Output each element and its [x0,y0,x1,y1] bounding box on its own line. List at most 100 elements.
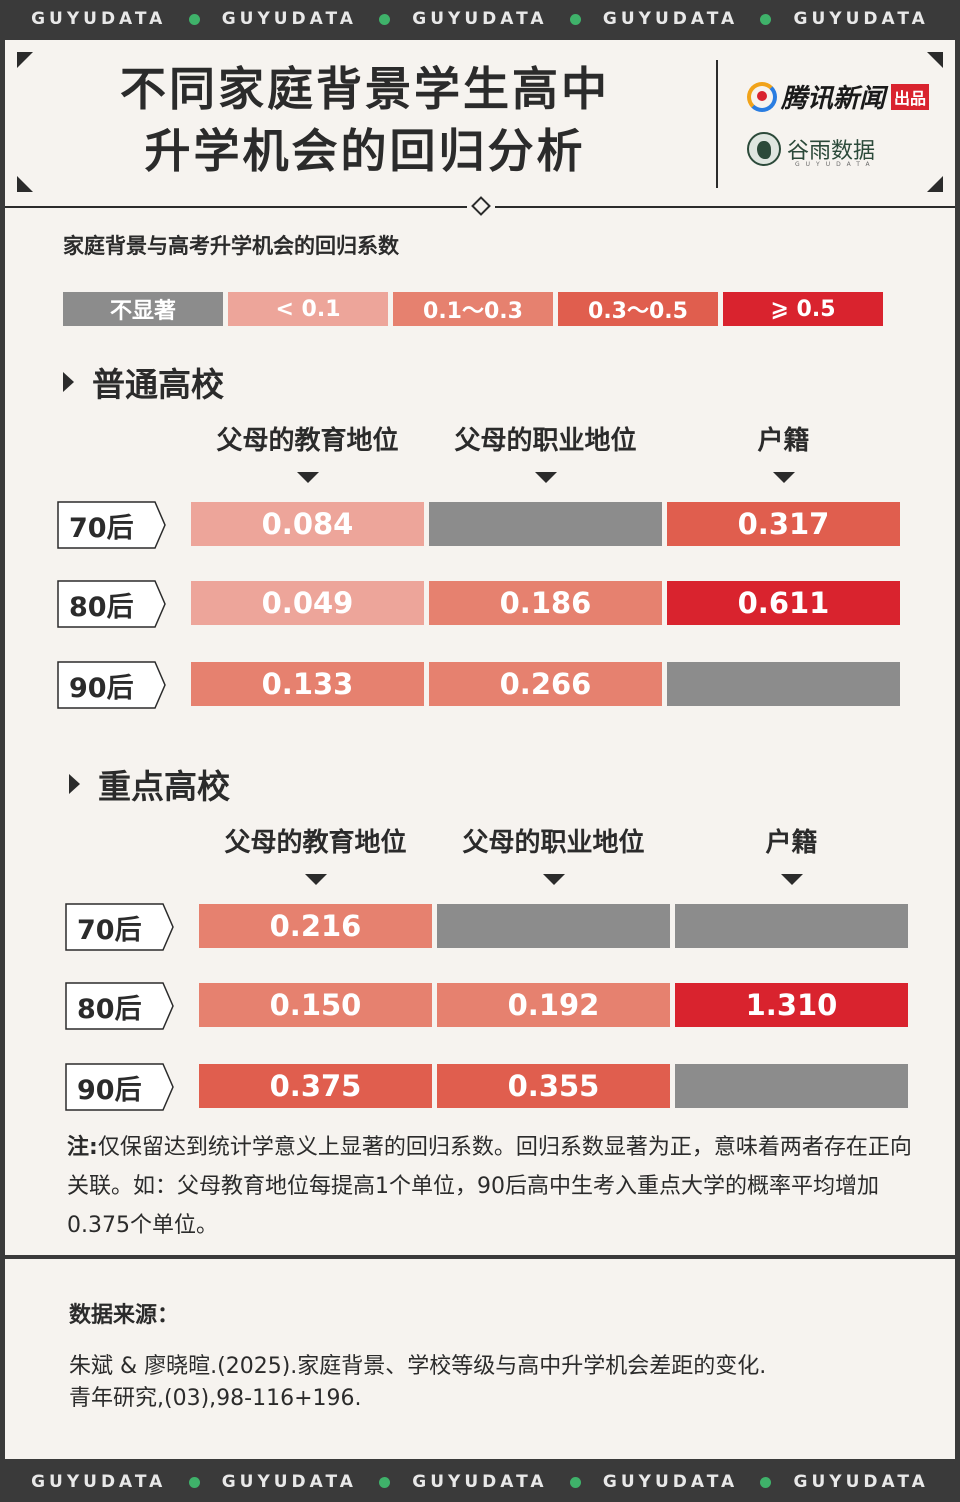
page-title: 不同家庭背景学生高中 升学机会的回归分析 [65,58,665,182]
top-banner: GUYUDATA GUYUDATA GUYUDATA GUYUDATA GUYU… [0,0,960,38]
banner-word: GUYUDATA [602,9,739,29]
title-divider [716,60,718,188]
column-header: 户籍 [757,426,810,456]
header-rule-right [495,206,955,208]
header-rule-left [5,206,467,208]
column-header: 父母的教育地位 [216,426,399,456]
down-arrow-icon [304,874,327,885]
down-arrow-icon [296,472,319,483]
corner-mark [927,176,943,192]
title-line-1: 不同家庭背景学生高中 [120,62,610,116]
row-label: 90后 [57,661,167,709]
coefficient-cell: 0.216 [199,904,432,948]
row-label-text: 70后 [69,513,134,544]
source-title: 数据来源： [69,1303,180,1328]
section-title: 重点高校 [69,760,230,808]
not-significant-cell [429,502,662,546]
column-header: 父母的职业地位 [454,426,637,456]
corner-mark [17,52,33,68]
coefficient-cell: 1.310 [675,983,908,1027]
coefficient-cell: 0.266 [429,662,662,706]
source-line-2: 青年研究,(03),98-116+196. [69,1386,362,1411]
section-title: 普通高校 [63,358,224,406]
guyu-data-text: 谷雨数据 [787,139,876,164]
coefficient-cell: 0.317 [667,502,900,546]
row-label: 80后 [65,982,175,1030]
corner-mark [17,176,33,192]
legend-item: 0.3～0.5 [558,292,718,326]
coefficient-cell: 0.375 [199,1064,432,1108]
banner-dot [379,1476,391,1488]
banner-word: GUYUDATA [412,1472,548,1492]
row-label-text: 80后 [69,592,134,623]
tencent-news-icon [747,81,777,112]
banner-dot [188,1476,200,1488]
row-label-text: 80后 [77,994,142,1025]
coefficient-cell: 0.049 [191,581,424,625]
banner-dot [379,13,391,25]
legend-item: 0.1～0.3 [393,292,553,326]
guyu-data-logo: 谷雨数据 GUYUDATA [747,132,876,168]
section-title-text: 普通高校 [92,365,224,404]
down-arrow-icon [780,874,803,885]
column-header: 父母的职业地位 [462,828,645,858]
down-arrow-icon [534,472,557,483]
banner-word: GUYUDATA [221,1472,357,1492]
caret-right-icon [69,774,80,794]
main-card: 不同家庭背景学生高中 升学机会的回归分析 腾讯新闻 出品 谷雨数据 GUYUDA… [5,40,955,1255]
down-arrow-icon [542,874,565,885]
not-significant-cell [437,904,670,948]
row-label-text: 90后 [69,673,134,704]
row-label: 80后 [57,580,167,628]
coefficient-cell: 0.186 [429,581,662,625]
guyu-bird-icon [747,132,781,166]
banner-word: GUYUDATA [602,1472,739,1492]
title-line-2: 升学机会的回归分析 [144,124,586,178]
corner-mark [927,52,943,68]
banner-dot [569,1476,581,1488]
row-label: 90后 [65,1063,175,1111]
coefficient-cell: 0.355 [437,1064,670,1108]
banner-word: GUYUDATA [793,9,929,29]
banner-word: GUYUDATA [793,1472,929,1492]
coefficient-cell: 0.150 [199,983,432,1027]
row-label: 70后 [65,903,175,951]
coefficient-cell: 0.084 [191,502,424,546]
section-title-text: 重点高校 [98,767,230,806]
banner-word: GUYUDATA [31,9,167,29]
source-card: 数据来源： 朱斌 & 廖晓暄.(2025).家庭背景、学校等级与高中升学机会差距… [5,1259,955,1459]
banner-word: GUYUDATA [412,9,548,29]
banner-dot [760,1476,772,1488]
legend-item: ⩾ 0.5 [723,292,883,326]
not-significant-cell [675,1064,908,1108]
legend-item: < 0.1 [228,292,388,326]
guyu-data-subtext: GUYUDATA [795,161,876,168]
coefficient-cell: 0.611 [667,581,900,625]
not-significant-cell [667,662,900,706]
banner-word: GUYUDATA [221,9,357,29]
legend-item: 不显著 [63,292,223,326]
banner-dot [760,13,772,25]
coefficient-cell: 0.192 [437,983,670,1027]
row-label-text: 90后 [77,1075,142,1106]
banner-dot [569,13,581,25]
tencent-news-tag: 出品 [891,83,930,110]
footnote-text: 仅保留达到统计学意义上显著的回归系数。回归系数显著为正，意味着两者存在正向关联。… [67,1135,912,1238]
source-text: 朱斌 & 廖晓暄.(2025).家庭背景、学校等级与高中升学机会差距的变化. 青… [69,1351,909,1415]
caret-right-icon [63,372,74,392]
column-header: 父母的教育地位 [224,828,407,858]
row-label-text: 70后 [77,915,142,946]
banner-word: GUYUDATA [31,1472,167,1492]
header-diamond [471,196,491,216]
not-significant-cell [675,904,908,948]
tencent-news-logo: 腾讯新闻 出品 [747,78,930,115]
down-arrow-icon [772,472,795,483]
chart-subtitle: 家庭背景与高考升学机会的回归系数 [63,234,399,258]
bottom-banner: GUYUDATA GUYUDATA GUYUDATA GUYUDATA GUYU… [0,1462,960,1502]
tencent-news-text: 腾讯新闻 [781,84,886,114]
banner-dot [188,13,200,25]
column-header: 户籍 [765,828,818,858]
legend: 不显著 < 0.1 0.1～0.3 0.3～0.5 ⩾ 0.5 [63,292,883,326]
source-line-1: 朱斌 & 廖晓暄.(2025).家庭背景、学校等级与高中升学机会差距的变化. [69,1354,767,1379]
coefficient-cell: 0.133 [191,662,424,706]
